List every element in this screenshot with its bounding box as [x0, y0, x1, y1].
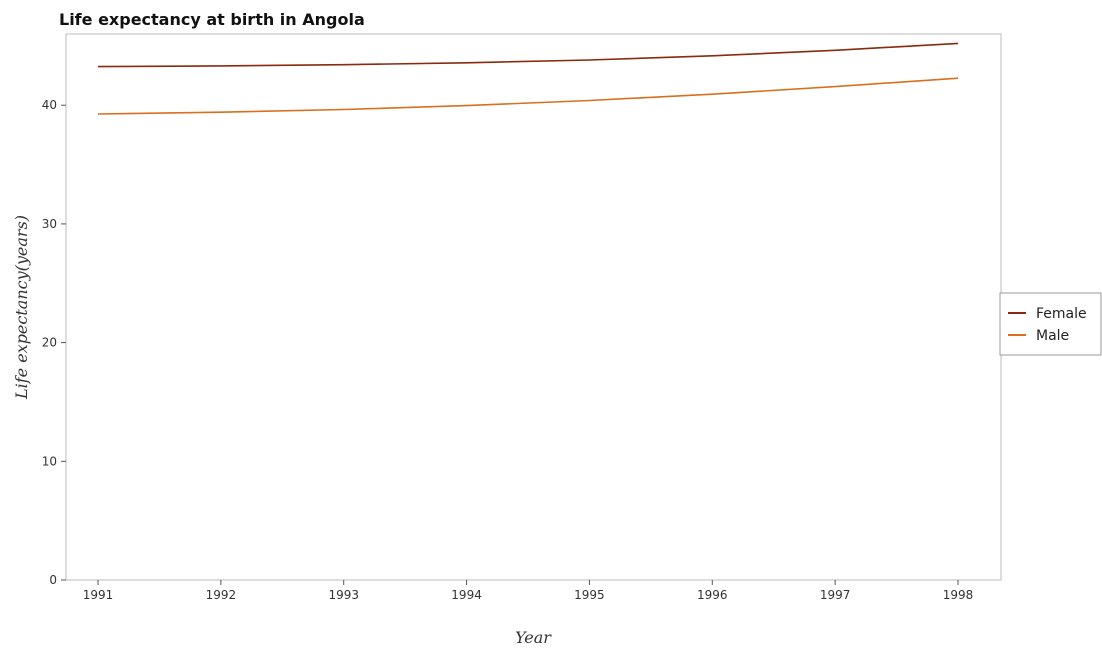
- x-tick-label: 1992: [206, 588, 237, 602]
- y-tick-label: 10: [42, 454, 57, 468]
- x-tick-label: 1995: [574, 588, 605, 602]
- series-line-male: [97, 77, 959, 115]
- chart-title: Life expectancy at birth in Angola: [59, 10, 365, 29]
- plot-area: [65, 33, 1002, 581]
- x-tick-label: 1998: [943, 588, 974, 602]
- x-axis-label: Year: [515, 628, 552, 647]
- legend-box: [999, 292, 1102, 356]
- series-layer: [97, 42, 959, 115]
- x-tick-label: 1997: [820, 588, 851, 602]
- y-axis-ticks: 0 10 20 30 40: [42, 98, 66, 587]
- x-tick-label: 1991: [83, 588, 114, 602]
- y-tick-label: 20: [42, 336, 57, 350]
- x-tick-label: 1996: [697, 588, 728, 602]
- series-line-female: [97, 42, 959, 68]
- x-axis-ticks: 1991 1992 1993 1994 1995 1996 1997 1998: [83, 580, 974, 602]
- x-tick-label: 1993: [328, 588, 359, 602]
- y-tick-label: 40: [42, 98, 57, 112]
- y-tick-label: 30: [42, 217, 57, 231]
- y-axis-label: Life expectancy(years): [12, 215, 31, 400]
- legend-label-female: Female: [1036, 306, 1087, 322]
- legend-label-male: Male: [1036, 328, 1069, 344]
- y-tick-label: 0: [49, 573, 57, 587]
- x-tick-label: 1994: [451, 588, 482, 602]
- legend: Female Male: [999, 292, 1102, 356]
